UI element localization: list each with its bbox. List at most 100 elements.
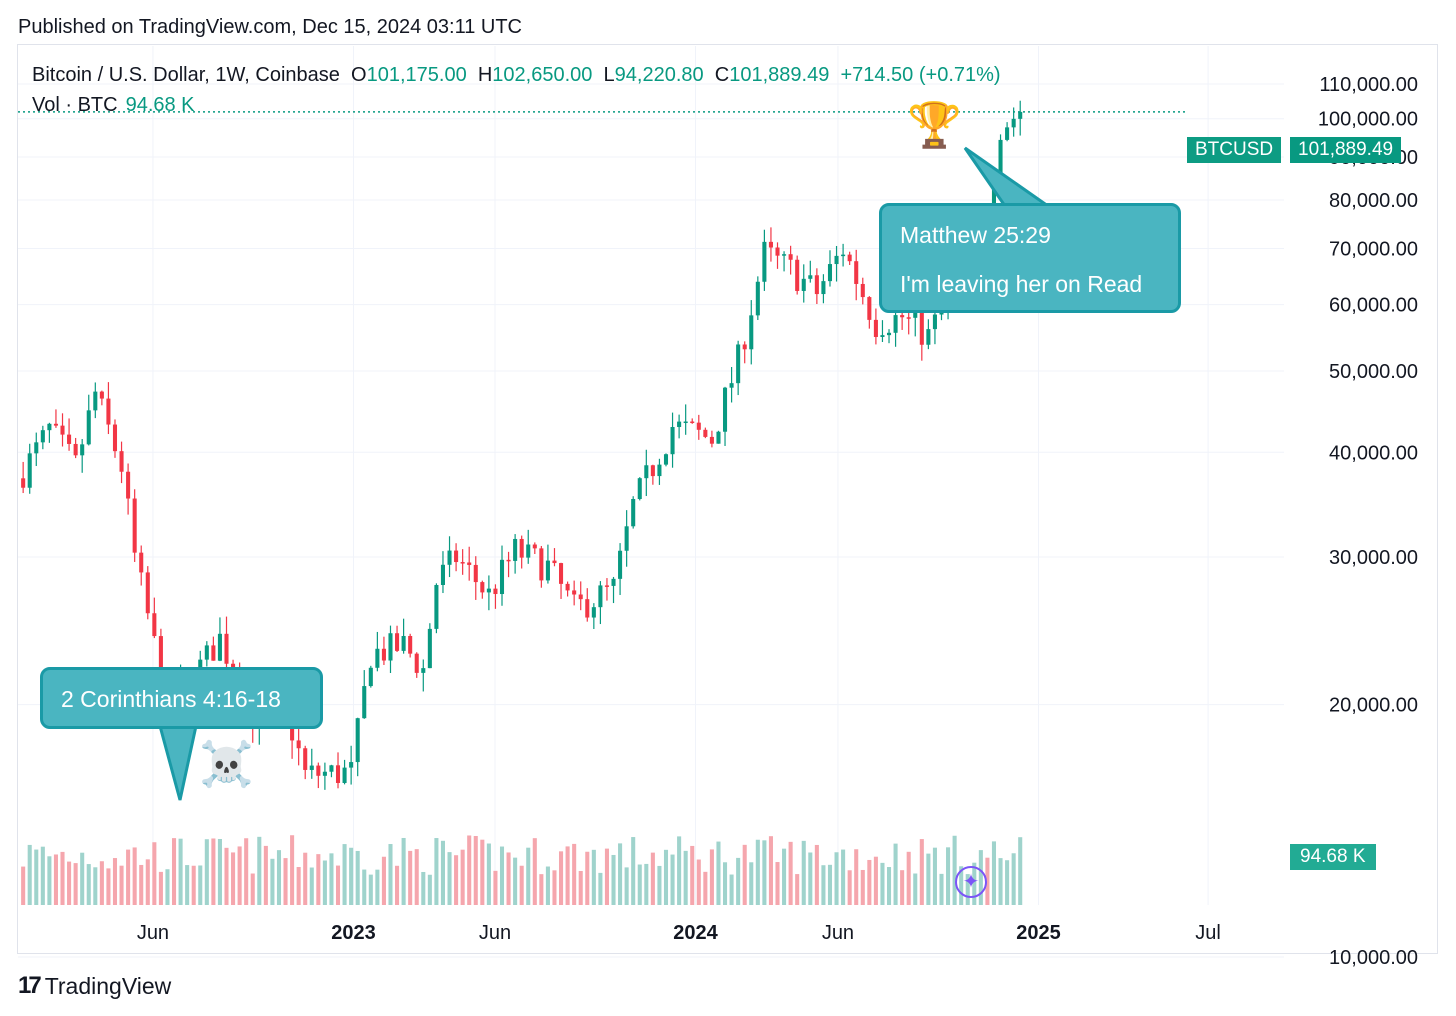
volume-bar — [559, 851, 564, 905]
tradingview-logo[interactable]: 17 TradingView — [18, 972, 171, 1000]
candle-body — [296, 740, 301, 749]
volume-bar — [631, 837, 636, 905]
volume-bar — [729, 874, 734, 905]
candle-body — [611, 578, 616, 586]
volume-bar — [775, 862, 780, 905]
volume-bar — [552, 870, 557, 905]
candle-body — [513, 538, 518, 561]
candle-body — [677, 421, 682, 428]
volume-bar — [913, 873, 918, 905]
volume-bar — [119, 865, 124, 905]
volume-bar — [132, 847, 137, 905]
candle-body — [388, 633, 393, 661]
candle-body — [355, 718, 360, 763]
candle-body — [670, 427, 675, 455]
volume-bar — [257, 836, 262, 905]
candle-body — [349, 762, 354, 768]
volume-bar — [808, 852, 813, 905]
candle-body — [768, 241, 773, 248]
tradingview-mark-icon: 17 — [18, 972, 42, 999]
volume-bar — [231, 852, 236, 905]
sparkle-icon[interactable]: ✦ — [955, 866, 987, 898]
candle-body — [86, 410, 91, 445]
y-tick-label: 20,000.00 — [1329, 695, 1418, 717]
volume-bar — [886, 867, 892, 905]
candle-body — [145, 572, 150, 614]
volume-bar — [454, 855, 459, 905]
callout-corinthians[interactable]: 2 Corinthians 4:16-18 — [40, 667, 323, 729]
volume-bar — [854, 849, 859, 905]
candle-body — [821, 281, 826, 295]
candle-body — [401, 635, 406, 651]
candle-body — [486, 588, 491, 593]
candle-body — [152, 613, 157, 637]
candle-body — [827, 264, 833, 282]
candle-body — [690, 421, 695, 424]
candle-body — [663, 454, 669, 465]
candle-body — [637, 478, 642, 500]
candle-body — [900, 315, 905, 318]
volume-bar — [821, 865, 826, 905]
trophy-icon: 🏆 — [907, 101, 962, 150]
volume-bar — [40, 846, 45, 905]
candle-body — [454, 550, 459, 563]
volume-bar — [893, 843, 898, 905]
volume-bar — [952, 835, 957, 905]
candle-body — [847, 254, 852, 262]
callout-matthew[interactable]: Matthew 25:29 I'm leaving her on Read — [879, 203, 1181, 313]
volume-bar — [139, 864, 144, 905]
grid-lines — [18, 46, 1284, 958]
volume-bar — [788, 841, 793, 905]
volume-bar — [355, 850, 360, 905]
candle-body — [329, 765, 334, 772]
candle-body — [21, 478, 26, 488]
volume-bar — [1005, 860, 1010, 905]
volume-bar — [460, 849, 465, 905]
tradingview-brand: TradingView — [44, 972, 172, 999]
volume-bar — [322, 860, 327, 905]
candle-body — [375, 648, 380, 668]
volume-bar — [388, 844, 393, 905]
callout-2-line-2: I'm leaving her on Read — [900, 271, 1143, 297]
legend-high-label: H — [477, 64, 493, 86]
volume-bar — [946, 847, 951, 905]
candle-body — [395, 633, 400, 651]
candle-body — [782, 254, 787, 256]
candle-body — [854, 261, 859, 284]
candle-body — [808, 275, 813, 279]
candle-body — [217, 633, 222, 661]
volume-bar — [670, 854, 675, 905]
candle-body — [421, 668, 426, 673]
volume-bar — [847, 870, 852, 905]
volume-bar — [27, 844, 32, 905]
volume-bar — [762, 840, 767, 905]
volume-legend: Vol · BTC 94.68 K — [32, 94, 195, 117]
y-tick-label: 110,000.00 — [1319, 74, 1418, 96]
price-tag-value: 101,889.49 — [1290, 137, 1402, 163]
volume-bar — [519, 865, 524, 905]
candle-body — [919, 311, 924, 345]
volume-bar — [1011, 853, 1016, 905]
candle-body — [539, 548, 544, 581]
candle-body — [526, 544, 531, 558]
volume-bar — [834, 852, 839, 905]
volume-bar — [158, 871, 163, 905]
x-tick-label: 2023 — [331, 922, 376, 944]
candle-body — [834, 255, 839, 265]
candle-body — [335, 765, 341, 783]
candle-body — [473, 564, 478, 583]
ohlc-legend: Bitcoin / U.S. Dollar, 1W, Coinbase O101… — [32, 64, 1001, 87]
candle-body — [749, 315, 754, 350]
y-tick-label: 100,000.00 — [1318, 109, 1418, 131]
volume-bar — [145, 859, 150, 905]
candle-body — [696, 422, 701, 430]
volume-bar — [290, 835, 295, 905]
volume-bar — [499, 846, 505, 905]
candle-body — [427, 628, 432, 669]
volume-bar — [165, 869, 170, 905]
candle-body — [27, 453, 32, 488]
volume-bar — [106, 868, 111, 905]
candle-body — [73, 443, 78, 456]
candle-body — [775, 247, 780, 256]
